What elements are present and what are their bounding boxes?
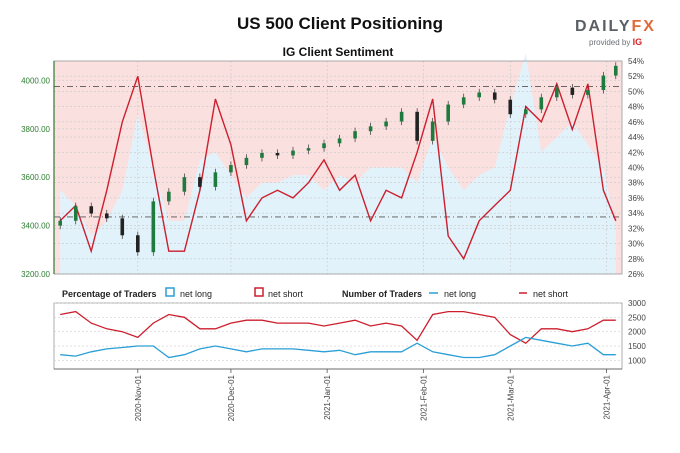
price-candle — [120, 218, 125, 236]
legend-num-long-label: net long — [444, 289, 476, 299]
pct-tick-label: 44% — [628, 133, 644, 142]
price-candle — [461, 97, 466, 105]
chart-title: US 500 Client Positioning — [237, 14, 443, 33]
price-candle — [523, 109, 528, 115]
logo-fx-text: FX — [631, 18, 656, 35]
legend: Percentage of Traders net long net short… — [62, 287, 569, 299]
upper-panel: 26% 28% 30% 32% 34% 36% 38% 40% 42% 44% 46% 48% 50% 5… — [21, 53, 644, 279]
legend-percentage-label: Percentage of Traders — [62, 289, 157, 299]
price-candle — [353, 131, 357, 139]
price-tick-label: 3200.00 — [21, 270, 50, 279]
price-candle — [58, 220, 63, 226]
price-candle — [244, 157, 249, 166]
legend-pct-short-label: net short — [268, 289, 304, 299]
price-candle — [399, 111, 404, 122]
net-short-count-line — [60, 310, 616, 344]
price-candle — [291, 150, 295, 156]
pct-tick-label: 46% — [628, 118, 644, 127]
legend-number-label: Number of Traders — [342, 289, 422, 299]
price-tick-label: 4000.00 — [21, 76, 50, 85]
x-tick-label: 2020-Dec-01 — [227, 374, 236, 421]
price-candle — [167, 191, 171, 202]
price-candle — [384, 121, 388, 127]
count-tick-label: 2500 — [628, 313, 646, 322]
net-long-count-line — [60, 336, 616, 359]
chart-subtitle: IG Client Sentiment — [282, 45, 394, 59]
price-candle — [508, 99, 513, 115]
legend-pct-long-label: net long — [180, 289, 212, 299]
count-tick-label: 1000 — [628, 356, 646, 365]
price-candle — [322, 143, 326, 149]
pct-tick-label: 32% — [628, 224, 644, 233]
price-candle — [337, 138, 342, 144]
pct-tick-label: 52% — [628, 72, 644, 81]
price-candle — [182, 177, 187, 192]
long-area-fill — [60, 53, 616, 275]
logo-sub-text: provided by — [589, 38, 631, 47]
logo-main-text: DAILY — [575, 18, 632, 35]
price-candle — [89, 206, 94, 214]
price-tick-label: 3400.00 — [21, 222, 50, 231]
price-candle — [306, 148, 311, 151]
x-tick-label: 2021-Apr-01 — [602, 374, 611, 419]
price-candle — [151, 201, 156, 253]
pct-tick-label: 28% — [628, 255, 644, 264]
count-tick-label: 2000 — [628, 328, 646, 337]
pct-tick-label: 42% — [628, 148, 644, 157]
price-candle — [492, 92, 497, 100]
dailyfx-logo: DAILYFX provided by IG — [575, 18, 665, 47]
price-candle — [368, 126, 373, 132]
pct-tick-label: 26% — [628, 270, 644, 279]
count-tick-label: 1500 — [628, 342, 646, 351]
price-candle — [586, 90, 590, 95]
pct-tick-label: 54% — [628, 57, 644, 66]
legend-pct-long-swatch — [165, 287, 175, 297]
price-tick-label: 3800.00 — [21, 125, 50, 134]
price-candle — [430, 121, 435, 141]
price-candle — [275, 152, 280, 156]
price-candle — [570, 87, 575, 95]
x-axis: 2020-Nov-01 2020-Dec-01 2021-Jan-01 2021-Fe… — [54, 368, 622, 421]
price-candle — [213, 172, 218, 187]
pct-tick-label: 30% — [628, 240, 644, 249]
price-candle — [73, 206, 78, 221]
x-tick-label: 2020-Nov-01 — [134, 374, 143, 421]
lower-frame — [53, 302, 623, 370]
x-tick-label: 2021-Feb-01 — [419, 374, 428, 420]
price-candle — [555, 87, 559, 98]
price-candle — [477, 92, 482, 98]
lower-panel: 1000 1500 2000 2500 3000 — [53, 299, 646, 370]
count-tick-label: 3000 — [628, 299, 646, 308]
price-candle — [229, 165, 233, 173]
price-candle — [415, 111, 419, 141]
price-candle — [104, 213, 109, 219]
pct-tick-label: 34% — [628, 209, 644, 218]
price-candle — [260, 152, 264, 158]
price-candle — [198, 177, 202, 187]
pct-tick-label: 36% — [628, 194, 644, 203]
price-candle — [613, 65, 618, 76]
x-tick-label: 2021-Mar-01 — [506, 374, 515, 420]
logo-ig-text: IG — [632, 37, 643, 47]
legend-num-short-label: net short — [533, 289, 569, 299]
legend-pct-short-swatch — [254, 287, 264, 297]
x-tick-label: 2021-Jan-01 — [323, 374, 332, 419]
price-tick-label: 3600.00 — [21, 173, 50, 182]
pct-tick-label: 38% — [628, 179, 644, 188]
price-candle — [601, 75, 606, 91]
price-candle — [539, 97, 544, 110]
pct-tick-label: 50% — [628, 87, 644, 96]
pct-tick-label: 40% — [628, 164, 644, 173]
pct-tick-label: 48% — [628, 103, 644, 112]
price-candle — [136, 235, 140, 253]
price-candle — [446, 104, 450, 122]
